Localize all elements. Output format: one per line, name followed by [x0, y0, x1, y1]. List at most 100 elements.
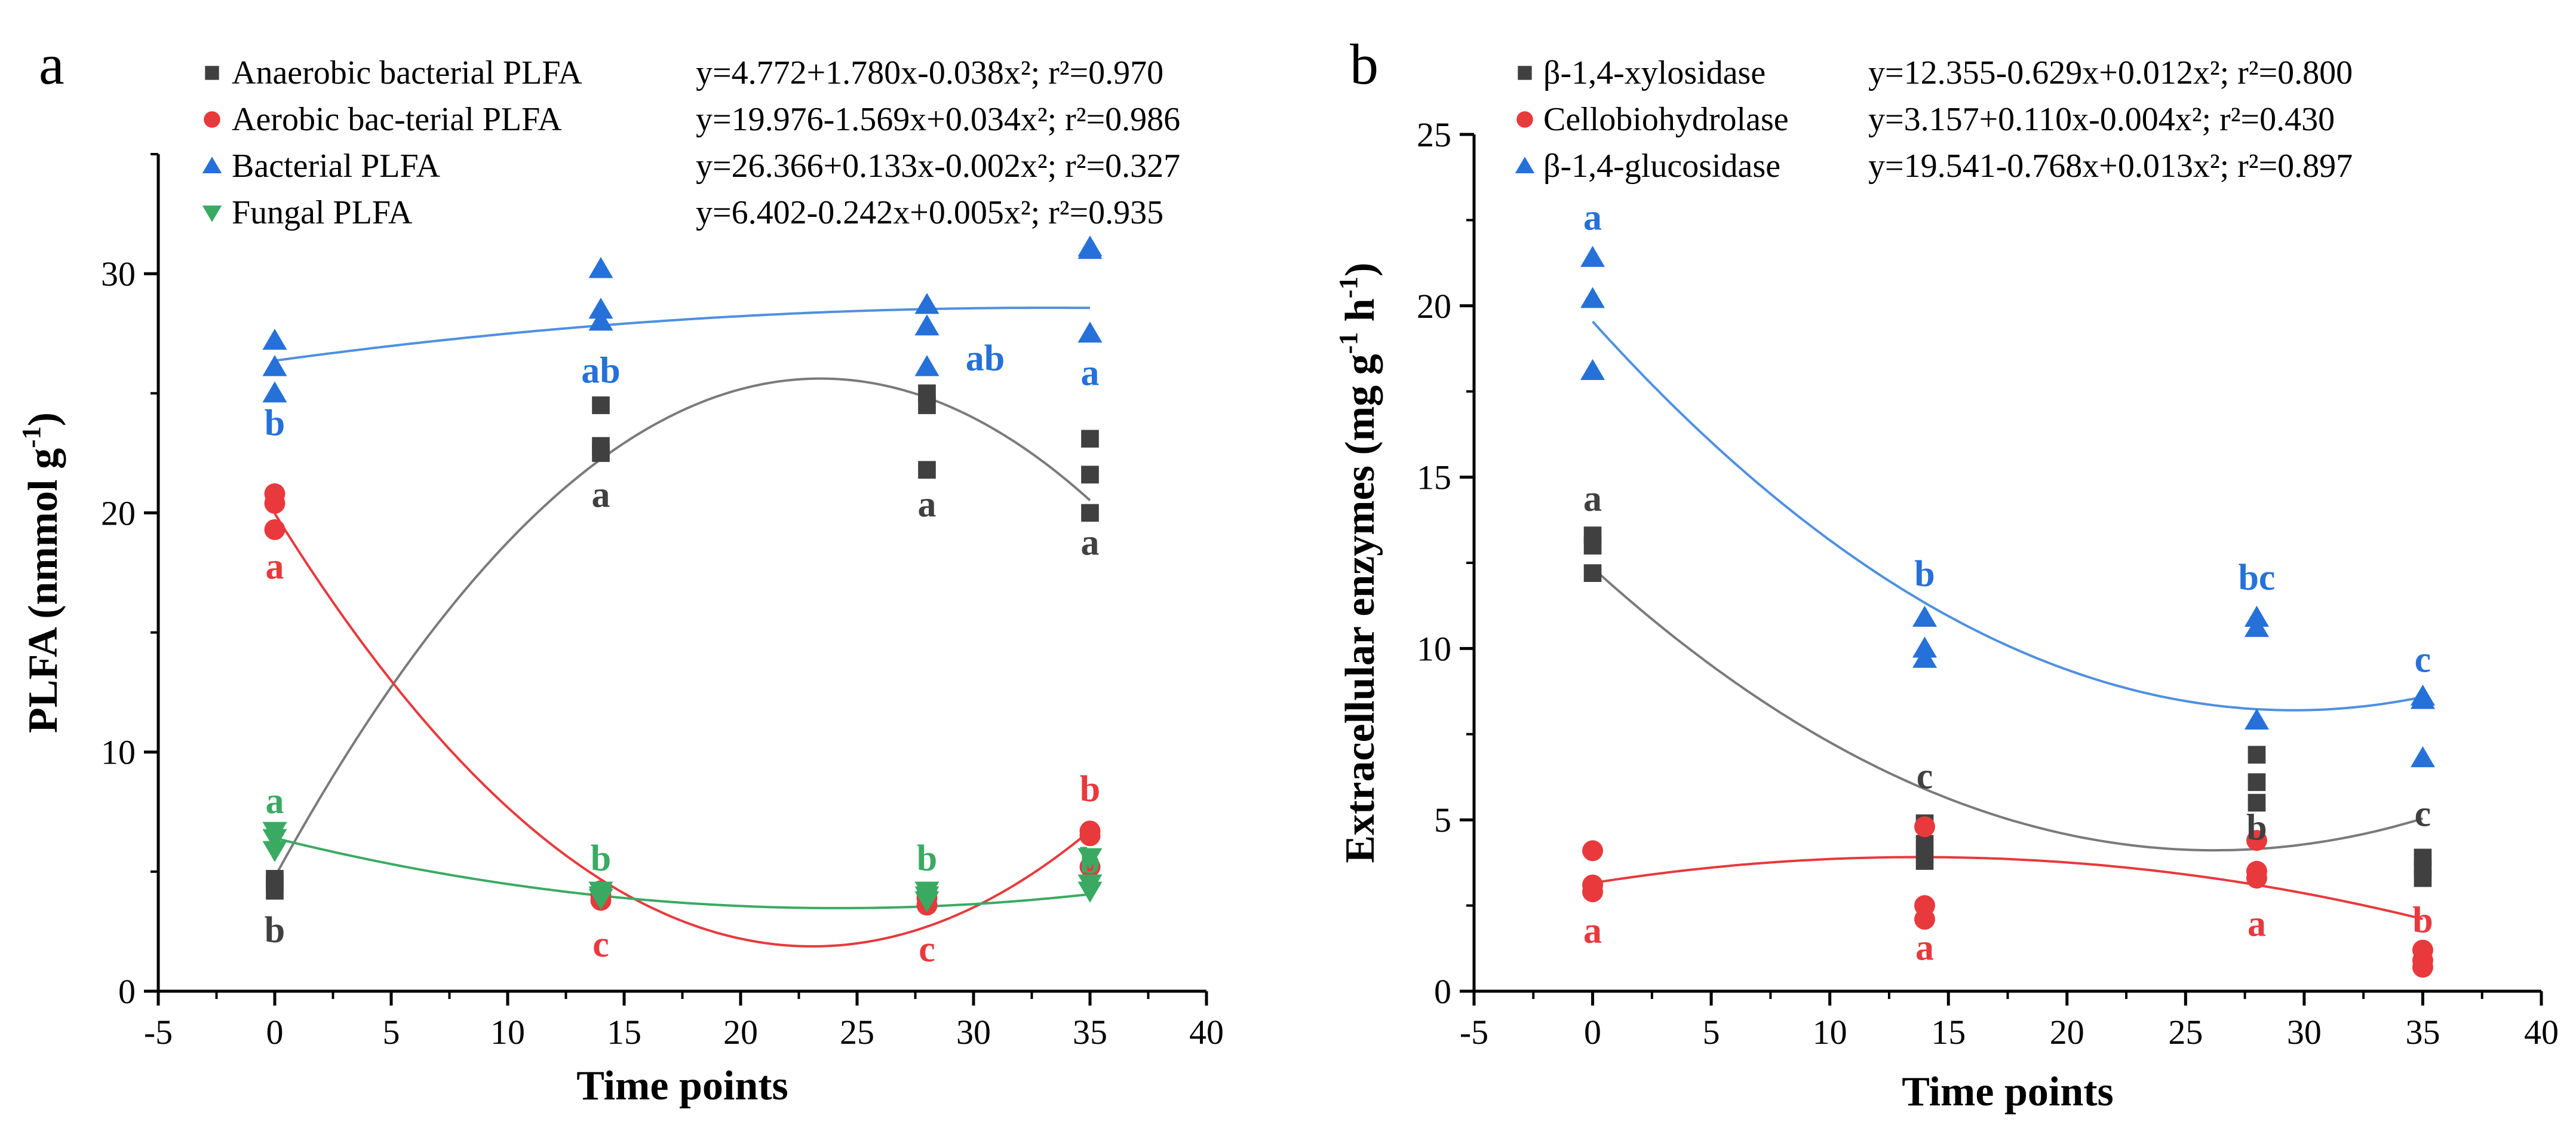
x-tick-label: 10: [490, 1013, 525, 1052]
legend-marker: [202, 206, 222, 222]
y-axis-label: Extracellular enzymes (mg g-1 h-1): [1334, 262, 1383, 863]
legend-entry-name: Cellobiohydrolase: [1543, 101, 1789, 138]
data-point: [1081, 430, 1099, 448]
fit-curve-2: [274, 307, 1090, 362]
y-axis-label-part: h: [1337, 298, 1383, 332]
data-point: [2244, 708, 2269, 730]
data-point: [1583, 564, 1602, 583]
data-point: [266, 870, 284, 888]
legend-entry-equation: y=6.402-0.242x+0.005x²; r²=0.935: [696, 194, 1163, 231]
data-point: [588, 309, 613, 331]
data-point: [1580, 287, 1605, 308]
legend-entry-equation: y=26.366+0.133x-0.002x²; r²=0.327: [696, 148, 1180, 185]
y-axis-label-part: PLFA (nmmol g: [20, 448, 66, 733]
y-tick-label: 5: [1434, 801, 1451, 839]
fit-curve-3: [274, 836, 1091, 909]
data-point: [2246, 860, 2267, 882]
significance-letter: bc: [2238, 557, 2275, 598]
legend-entry-name: Bacterial PLFA: [232, 148, 440, 185]
x-axis-label: Time points: [1902, 1069, 2114, 1115]
x-tick-label: 20: [2050, 1013, 2084, 1052]
data-point: [1081, 504, 1099, 522]
y-axis-label-superscript: -1: [1334, 277, 1363, 299]
significance-letter: a: [592, 474, 610, 515]
data-point: [1582, 840, 1604, 862]
data-point: [588, 257, 613, 278]
legend-marker: [205, 66, 219, 80]
fit-curve-1: [1592, 856, 2423, 921]
data-point: [1912, 636, 1938, 658]
x-tick-label: -5: [1460, 1013, 1488, 1052]
x-tick-label: 25: [2168, 1013, 2203, 1052]
legend-entry-equation: y=4.772+1.780x-0.038x²; r²=0.970: [696, 54, 1163, 91]
legend-marker: [204, 111, 220, 128]
significance-letter: b: [1914, 554, 1935, 594]
x-tick-label: 40: [2524, 1013, 2559, 1052]
legend-marker: [1516, 111, 1533, 128]
y-tick-label: 0: [1434, 972, 1451, 1011]
data-point: [1081, 465, 1099, 484]
significance-letter: a: [1583, 198, 1602, 238]
y-tick-label: 15: [1417, 458, 1451, 497]
legend-entry-equation: y=12.355-0.629x+0.012x²; r²=0.800: [1868, 54, 2353, 91]
legend-marker: [202, 157, 222, 173]
data-point: [1580, 358, 1605, 380]
data-point: [2248, 773, 2266, 791]
fit-curve-2: [1592, 320, 2423, 712]
data-point: [914, 314, 939, 336]
y-tick-label: 10: [1417, 629, 1451, 668]
data-point: [262, 355, 287, 376]
data-point: [588, 298, 613, 319]
significance-letter: c: [919, 929, 935, 970]
data-point: [2248, 793, 2266, 812]
data-point: [2410, 746, 2435, 768]
fit-curve-0: [1592, 566, 2423, 852]
y-tick-label: 30: [101, 255, 136, 293]
panel-label: b: [1350, 32, 1378, 96]
data-point: [264, 519, 285, 540]
data-point: [1912, 605, 1938, 627]
legend-entry-name: Anaerobic bacterial PLFA: [232, 54, 582, 91]
data-point: [1077, 321, 1103, 343]
data-point: [1079, 820, 1101, 842]
data-point: [262, 822, 287, 843]
y-axis-label-part: ): [20, 412, 66, 426]
data-point: [1077, 874, 1103, 896]
significance-letter: a: [266, 546, 284, 587]
legend-entry-name: β-1,4-xylosidase: [1543, 54, 1766, 91]
fit-curve-1: [274, 513, 1091, 948]
data-point: [918, 461, 936, 479]
data-point: [262, 381, 287, 403]
x-tick-label: 40: [1189, 1013, 1224, 1052]
x-tick-label: 20: [723, 1013, 758, 1052]
x-tick-label: 35: [2405, 1013, 2440, 1052]
legend-entry-name: Aerobic bac-terial PLFA: [232, 101, 562, 138]
legend-entry-name: β-1,4-glucosidase: [1543, 148, 1780, 185]
data-point: [588, 881, 613, 903]
x-axis-label: Time points: [576, 1063, 788, 1109]
significance-letter: c: [1917, 756, 1933, 797]
significance-letter: a: [2248, 903, 2266, 944]
significance-letter: a: [1081, 522, 1100, 563]
significance-letter: b: [1080, 841, 1100, 881]
data-point: [1914, 895, 1935, 917]
data-point: [1077, 235, 1103, 257]
data-point: [592, 437, 610, 455]
data-point: [262, 329, 287, 350]
data-point: [2246, 830, 2267, 851]
x-tick-label: 30: [2287, 1013, 2322, 1052]
y-axis-label-superscript: -1: [1334, 332, 1363, 354]
y-axis-label: PLFA (nmmol g-1): [17, 412, 66, 733]
y-tick-label: 20: [101, 494, 136, 532]
x-tick-label: 35: [1073, 1013, 1107, 1052]
data-point: [1582, 874, 1604, 896]
data-point: [1914, 816, 1935, 838]
legend-entry-name: Fungal PLFA: [232, 194, 413, 231]
significance-letter: c: [2415, 794, 2431, 835]
significance-letter: b: [917, 838, 937, 879]
data-point: [262, 841, 287, 862]
data-point: [264, 483, 285, 504]
data-point: [1915, 852, 1934, 870]
